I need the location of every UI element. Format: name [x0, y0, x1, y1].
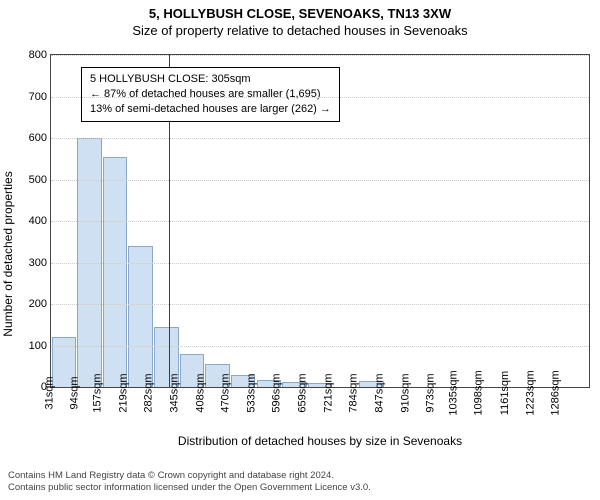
- histogram-bar: [103, 157, 128, 387]
- ytick-label: 300: [29, 257, 47, 269]
- xtick-label: 596sqm: [271, 373, 283, 412]
- histogram-bar: [128, 246, 153, 387]
- gridline-h: [51, 346, 589, 347]
- info-box-line2: ← 87% of detached houses are smaller (1,…: [90, 87, 331, 102]
- xtick-label: 533sqm: [245, 373, 257, 412]
- xtick-label: 282sqm: [143, 373, 155, 412]
- info-box-line1: 5 HOLLYBUSH CLOSE: 305sqm: [90, 72, 331, 87]
- xtick-label: 94sqm: [69, 376, 81, 409]
- xtick-label: 345sqm: [168, 373, 180, 412]
- gridline-h: [51, 180, 589, 181]
- gridline-h: [51, 263, 589, 264]
- xtick-label: 408sqm: [194, 373, 206, 412]
- chart-title-address: 5, HOLLYBUSH CLOSE, SEVENOAKS, TN13 3XW: [0, 0, 600, 21]
- ytick-label: 700: [29, 91, 47, 103]
- gridline-h: [51, 221, 589, 222]
- ytick-label: 100: [29, 340, 47, 352]
- info-box-line3: 13% of semi-detached houses are larger (…: [90, 102, 331, 117]
- xtick-label: 1286sqm: [550, 370, 562, 415]
- gridline-h: [51, 97, 589, 98]
- ytick-label: 500: [29, 174, 47, 186]
- xtick-label: 784sqm: [348, 373, 360, 412]
- xtick-label: 1098sqm: [473, 370, 485, 415]
- xtick-label: 973sqm: [425, 373, 437, 412]
- gridline-h: [51, 304, 589, 305]
- gridline-h: [51, 138, 589, 139]
- plot-area: 31sqm94sqm157sqm219sqm282sqm345sqm408sqm…: [50, 54, 590, 388]
- ytick-label: 800: [29, 49, 47, 61]
- xtick-label: 659sqm: [296, 373, 308, 412]
- x-axis-label: Distribution of detached houses by size …: [50, 434, 590, 448]
- gridline-h: [51, 55, 589, 56]
- ytick-label: 400: [29, 215, 47, 227]
- ytick-label: 200: [29, 298, 47, 310]
- ytick-label: 600: [29, 132, 47, 144]
- chart-title-subtitle: Size of property relative to detached ho…: [0, 21, 600, 42]
- xtick-label: 721sqm: [322, 373, 334, 412]
- chart-container: Number of detached properties 31sqm94sqm…: [0, 44, 600, 464]
- ytick-label: 0: [41, 381, 47, 393]
- info-box: 5 HOLLYBUSH CLOSE: 305sqm ← 87% of detac…: [81, 67, 340, 122]
- footer-line1: Contains HM Land Registry data © Crown c…: [8, 470, 592, 482]
- xtick-label: 157sqm: [91, 373, 103, 412]
- footer-attribution: Contains HM Land Registry data © Crown c…: [0, 466, 600, 500]
- footer-line2: Contains public sector information licen…: [8, 482, 592, 494]
- xtick-label: 1161sqm: [499, 371, 511, 415]
- xtick-label: 910sqm: [399, 373, 411, 412]
- xtick-label: 1035sqm: [447, 370, 459, 415]
- xtick-label: 470sqm: [220, 373, 232, 412]
- xtick-label: 1223sqm: [524, 370, 536, 415]
- xtick-label: 219sqm: [117, 373, 129, 412]
- xtick-label: 847sqm: [373, 373, 385, 412]
- y-axis-label: Number of detached properties: [1, 171, 15, 336]
